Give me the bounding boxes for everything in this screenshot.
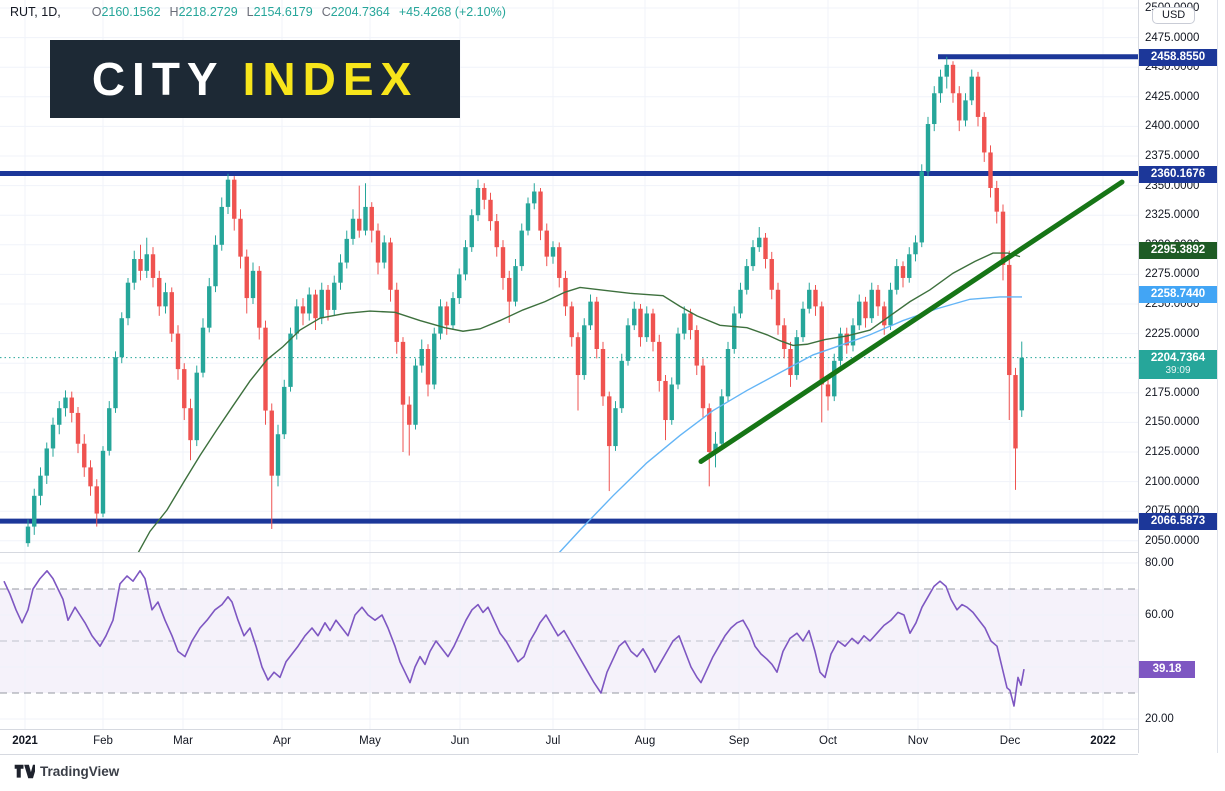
time-tick-label: Apr (273, 735, 291, 747)
time-tick-label: Dec (999, 735, 1021, 747)
price-tick-label: 2150.0000 (1145, 416, 1200, 429)
main-grid (0, 0, 1138, 552)
change-value: +45.4268 (+2.10%) (398, 5, 506, 19)
rsi-marker-label: 39.18 (1139, 661, 1195, 679)
tradingview-watermark[interactable]: TradingView (14, 762, 119, 781)
price-tick-label: 2125.0000 (1145, 446, 1200, 458)
symbol-title[interactable]: RUT, 1D, (10, 5, 61, 19)
price-tick-label: 2275.0000 (1145, 268, 1200, 281)
city-index-logo: CITY INDEX (50, 40, 460, 118)
price-marker-label: 2066.5873 (1139, 513, 1217, 531)
price-marker-label: 2295.3892 (1139, 242, 1217, 260)
ohlc-open: O2160.1562 (91, 5, 161, 19)
price-tick-label: 2175.0000 (1145, 386, 1200, 399)
ma-green-line[interactable] (133, 252, 1021, 552)
time-axis[interactable]: 2021 Feb Mar Apr May Jun Jul Aug Sep Oct Nov Dec 202… (0, 729, 1138, 755)
price-tick-label: 2400.0000 (1145, 120, 1200, 133)
trendline[interactable] (698, 179, 1125, 464)
time-tick-label: Feb (93, 735, 113, 747)
time-tick-label: Oct (819, 735, 837, 747)
price-axis[interactable]: USD 2500.00002475.00002450.00002425.0000… (1138, 0, 1218, 753)
tradingview-label: TradingView (40, 764, 120, 779)
price-marker-label: 2258.7440 (1139, 285, 1217, 303)
time-tick-label: May (359, 735, 381, 747)
tradingview-icon (14, 764, 35, 779)
price-tick-label: 2225.0000 (1145, 327, 1200, 340)
price-tick-label: 2350.0000 (1145, 179, 1200, 192)
price-tick-label: 2375.0000 (1145, 150, 1200, 162)
ohlc-close: C2204.7364 (321, 5, 390, 19)
rsi-line[interactable] (3, 569, 1025, 707)
ma-blue-line[interactable] (557, 296, 1022, 552)
time-tick-label: Aug (634, 735, 656, 747)
rsi-tick-label: 60.00 (1145, 609, 1174, 621)
symbol-header[interactable]: RUT, 1D, O2160.1562 H2218.2729 L2154.617… (10, 5, 506, 19)
rsi-tick-label: 80.00 (1145, 557, 1174, 569)
time-tick-label: Jun (450, 735, 470, 747)
ohlc-low: L2154.6179 (246, 5, 313, 19)
price-tick-label: 2325.0000 (1145, 209, 1200, 222)
price-tick-label: 2100.0000 (1145, 475, 1200, 488)
time-tick-label: Sep (728, 735, 750, 747)
rsi-pane[interactable] (0, 552, 1138, 729)
price-tick-label: 2050.0000 (1145, 534, 1200, 547)
time-tick-label: Mar (173, 735, 193, 747)
price-tick-label: 2425.0000 (1145, 90, 1200, 103)
support-resistance-lines[interactable] (0, 54, 1138, 524)
candles (25, 56, 1024, 547)
logo-word-index: INDEX (242, 53, 419, 105)
price-tick-label: 2475.0000 (1145, 31, 1200, 44)
price-marker-label: 2360.1676 (1139, 165, 1217, 183)
rsi-tick-label: 20.00 (1145, 713, 1174, 725)
price-marker-label: 2458.8550 (1139, 48, 1217, 66)
ohlc-high: H2218.2729 (169, 5, 238, 19)
currency-toggle-button[interactable]: USD (1152, 7, 1196, 24)
time-tick-label: 2022 (1090, 735, 1116, 747)
time-tick-label: Nov (907, 735, 929, 747)
pane-separator[interactable] (0, 552, 1216, 553)
rsi-chart (0, 552, 1138, 729)
bar-countdown: 39:09 (1165, 364, 1191, 376)
time-tick-label: 2021 (12, 735, 38, 747)
time-tick-label: Jul (545, 735, 561, 747)
price-pane[interactable] (0, 0, 1138, 552)
candlestick-chart (0, 0, 1138, 552)
price-marker-label: 2204.7364 39:09 (1139, 349, 1217, 379)
logo-word-city: CITY (91, 53, 225, 105)
